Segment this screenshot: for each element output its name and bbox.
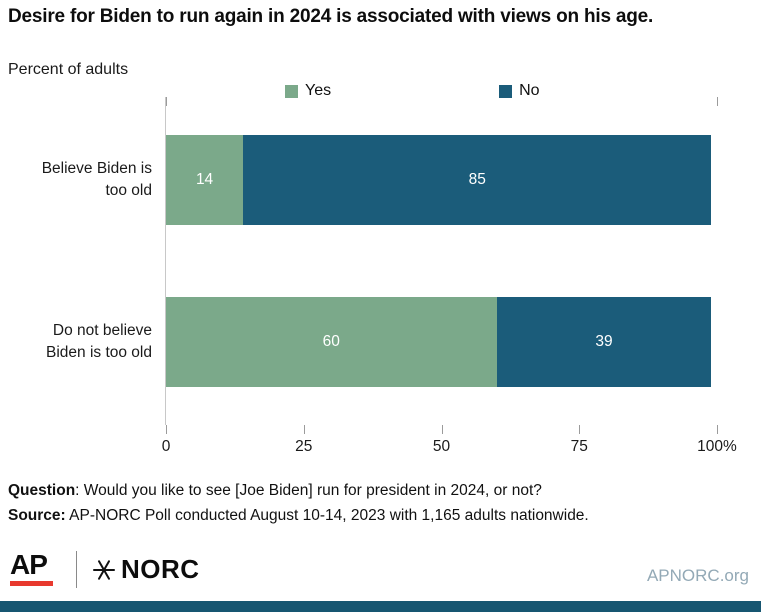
x-tick-mark-top: [717, 97, 718, 106]
legend-item-no: No: [499, 82, 540, 100]
x-axis: 0 25 50 75 100%: [162, 97, 737, 455]
question-note: Question: Would you like to see [Joe Bid…: [8, 482, 542, 500]
bar-row: Do not believe Biden is too old 60 39: [46, 297, 717, 387]
x-tick-mark: [579, 425, 581, 434]
category-label-line: Do not believe: [52, 321, 152, 339]
page-title: Desire for Biden to run again in 2024 is…: [8, 6, 654, 27]
category-label-line: too old: [105, 182, 152, 199]
ap-logo-underline: [10, 581, 53, 587]
bar-value-label: 14: [195, 171, 214, 188]
norc-logo: NORC: [92, 551, 200, 588]
bar-segment-no: 85: [243, 135, 712, 225]
source-text: AP-NORC Poll conducted August 10-14, 202…: [65, 507, 589, 524]
bars: Believe Biden is too old 14 85 Do not believ…: [42, 97, 717, 425]
category-label-line: Biden is too old: [46, 344, 152, 361]
question-text: : Would you like to see [Joe Biden] run …: [75, 482, 542, 499]
bottom-bar: [0, 601, 761, 612]
bar-segment-yes: 14: [166, 135, 244, 225]
site-link[interactable]: APNORC.org: [646, 566, 749, 585]
norc-star-icon: [92, 558, 116, 582]
category-label: Do not believe Biden is too old: [46, 297, 152, 387]
legend-label-yes: Yes: [305, 82, 332, 99]
legend-swatch-no: [499, 84, 513, 98]
ap-logo-text: AP: [10, 549, 48, 580]
x-tick-label: 50: [432, 438, 451, 455]
bar-segment-yes: 60: [166, 297, 497, 387]
category-label-line: Believe Biden is: [41, 159, 152, 177]
question-label: Question: [8, 482, 76, 499]
bar-row: Believe Biden is too old 14 85: [42, 135, 717, 225]
ap-logo: AP: [10, 549, 53, 587]
legend-item-yes: Yes: [285, 82, 331, 100]
x-tick-label: 25: [295, 438, 313, 455]
bar-value-label: 39: [595, 333, 613, 350]
x-tick-mark: [166, 425, 167, 434]
x-tick-label: 75: [570, 438, 588, 455]
x-tick-mark: [717, 425, 718, 434]
x-tick-label: 0: [161, 438, 171, 455]
bar-value-label: 85: [468, 171, 486, 188]
chart-subtitle: Percent of adults: [8, 61, 129, 78]
chart-legend: Yes No: [165, 82, 717, 100]
norc-logo-text: NORC: [121, 554, 200, 584]
x-tick-mark-top: [166, 97, 167, 106]
x-tick-label: 100%: [697, 438, 737, 455]
legend-label-no: No: [519, 82, 540, 99]
legend-swatch-yes: [285, 84, 298, 98]
x-tick-mark: [303, 425, 305, 434]
source-label: Source:: [8, 507, 66, 524]
bar-segment-no: 39: [496, 297, 712, 387]
category-label: Believe Biden is too old: [42, 135, 152, 225]
footer-divider: [76, 551, 77, 588]
x-tick-mark: [441, 425, 443, 434]
bar-value-label: 60: [322, 333, 340, 350]
plot-area: Believe Biden is too old 14 85 Do not believ…: [42, 97, 737, 455]
source-note: Source: AP-NORC Poll conducted August 10…: [8, 507, 589, 525]
